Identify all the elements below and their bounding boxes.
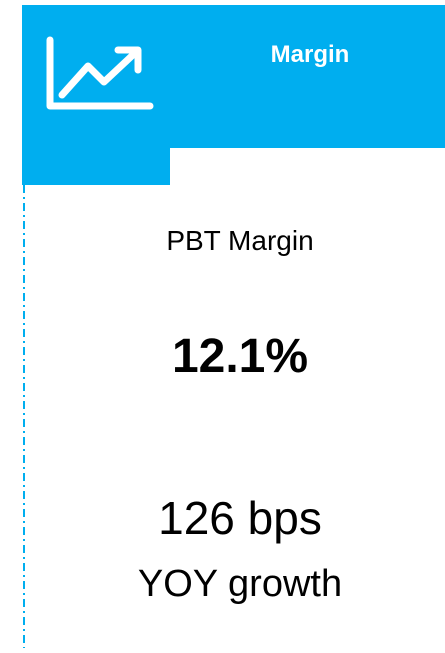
kpi-label: PBT Margin xyxy=(166,225,313,256)
header-band xyxy=(22,5,445,148)
kpi-change-label: YOY growth xyxy=(138,563,342,605)
kpi-change: 126 bps xyxy=(158,492,322,544)
header-tab xyxy=(22,148,170,185)
kpi-value: 12.1% xyxy=(172,330,308,383)
trend-icon xyxy=(46,36,154,110)
header-title: Margin xyxy=(271,41,350,68)
